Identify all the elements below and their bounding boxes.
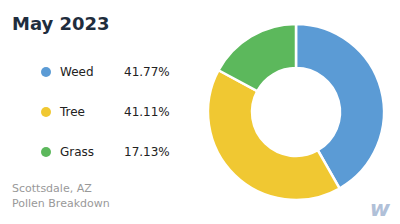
legend-label: Tree [59, 105, 85, 119]
slice [219, 24, 296, 91]
watermark: w [370, 196, 391, 221]
legend-label: Weed [60, 65, 94, 79]
chart: May 2023 Weed 41.77% Tree 41.11% Grass 17.13% S… [0, 0, 400, 224]
legend-label: Grass [60, 145, 94, 159]
title: May 2023 [12, 13, 110, 34]
subtitle-line: Pollen Breakdown [12, 197, 110, 210]
legend: Weed 41.77% Tree 41.11% Grass 17.13% [41, 65, 170, 159]
legend-swatch [41, 147, 51, 157]
donut [208, 24, 384, 200]
legend-swatch [41, 107, 51, 117]
legend-value: 41.77% [124, 65, 170, 79]
legend-value: 41.11% [124, 105, 170, 119]
subtitle: Scottsdale, AZ Pollen Breakdown [12, 182, 110, 210]
subtitle-line: Scottsdale, AZ [12, 182, 92, 195]
legend-swatch [41, 67, 51, 77]
legend-value: 17.13% [124, 145, 170, 159]
slice [208, 70, 340, 200]
